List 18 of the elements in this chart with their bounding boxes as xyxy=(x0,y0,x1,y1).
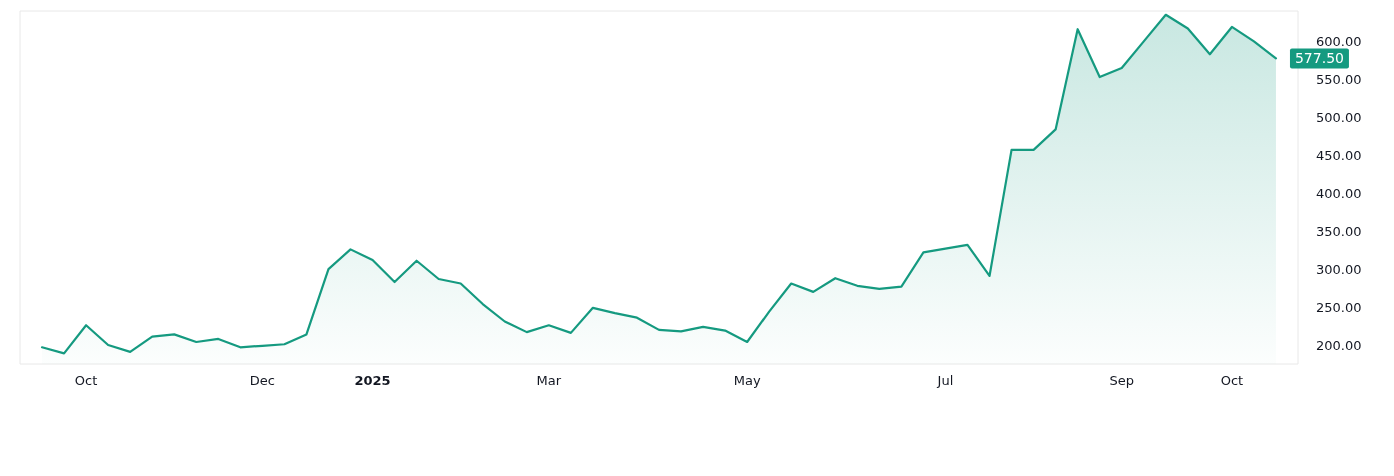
y-tick-label: 600.00 xyxy=(1316,33,1362,49)
x-tick-label: Oct xyxy=(74,373,98,388)
x-tick-label: Oct xyxy=(1220,373,1244,388)
x-tick-label: Mar xyxy=(536,373,562,388)
x-tick-label: 2025 xyxy=(354,373,391,388)
x-tick-label: Dec xyxy=(249,373,275,388)
y-tick-label: 400.00 xyxy=(1316,185,1362,201)
y-tick-label: 350.00 xyxy=(1316,223,1362,239)
y-tick-label: 500.00 xyxy=(1316,109,1362,125)
y-tick-label: 450.00 xyxy=(1316,147,1362,163)
x-tick-label: Jul xyxy=(936,373,954,388)
y-tick-label: 550.00 xyxy=(1316,71,1362,87)
x-tick-label: May xyxy=(733,373,761,388)
x-tick-label: Sep xyxy=(1109,373,1134,388)
y-tick-label: 250.00 xyxy=(1316,299,1362,315)
data-label: 577.50 xyxy=(1294,50,1344,67)
y-tick-label: 200.00 xyxy=(1316,337,1362,353)
y-tick-label: 300.00 xyxy=(1316,261,1362,277)
